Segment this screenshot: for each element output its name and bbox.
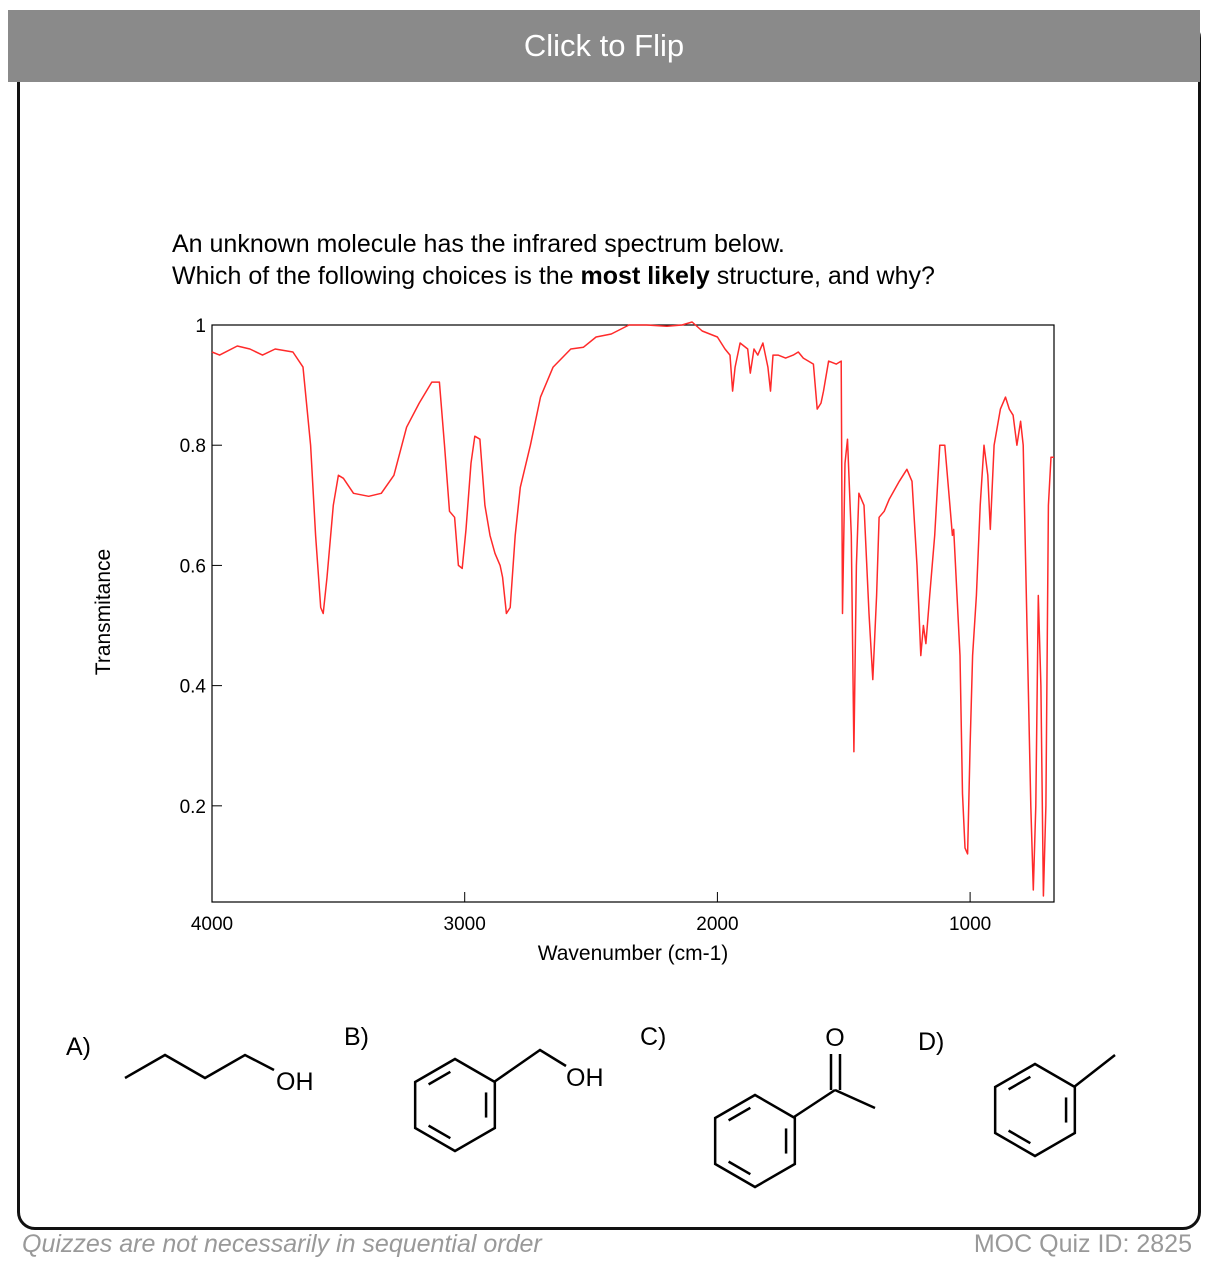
ring-double-bond bbox=[727, 1160, 751, 1176]
y-axis-label: Transmitance bbox=[92, 549, 115, 675]
x-tick-label: 2000 bbox=[696, 914, 738, 935]
ring bbox=[713, 1093, 797, 1189]
question: An unknown molecule has the infrared spe… bbox=[172, 228, 935, 292]
choice-label: A) bbox=[66, 1033, 91, 1061]
bond bbox=[493, 1048, 567, 1084]
emphasis: most likely bbox=[580, 262, 710, 290]
bond bbox=[1073, 1054, 1116, 1088]
x-axis-label: Wavenumber (cm-1) bbox=[538, 942, 729, 965]
molecule-bonds bbox=[124, 1048, 1116, 1119]
flip-button[interactable]: Click to Flip bbox=[8, 10, 1200, 82]
choice-label: D) bbox=[918, 1028, 944, 1056]
ring-double-bond bbox=[427, 1070, 451, 1086]
atom-label: O bbox=[825, 1024, 844, 1052]
chart: Wavenumber (cm-1) Transmitance A) B) C) … bbox=[66, 316, 1116, 1189]
footer-note: Quizzes are not necessarily in sequentia… bbox=[22, 1230, 542, 1258]
text: Which of the following choices is the bbox=[172, 262, 574, 290]
ring bbox=[993, 1062, 1077, 1158]
y-tick-label: 0.4 bbox=[180, 677, 207, 698]
quiz-id: MOC Quiz ID: 2825 bbox=[973, 1230, 1192, 1258]
ring bbox=[413, 1057, 497, 1153]
question-line: An unknown molecule has the infrared spe… bbox=[172, 230, 785, 258]
choice-label: C) bbox=[640, 1023, 666, 1051]
bond bbox=[793, 1088, 836, 1119]
bond bbox=[124, 1053, 275, 1080]
y-tick-label: 0.8 bbox=[180, 436, 206, 457]
text: structure, and why? bbox=[716, 262, 935, 290]
atom-label: OH bbox=[276, 1068, 314, 1096]
ring-double-bond bbox=[727, 1106, 751, 1122]
ring-double-bond bbox=[1007, 1129, 1031, 1145]
spectrum-line bbox=[211, 321, 1054, 897]
y-tick-label: 1 bbox=[195, 316, 206, 337]
y-tick-label: 0.6 bbox=[180, 556, 206, 577]
y-tick-label: 0.2 bbox=[180, 797, 206, 818]
x-tick-label: 3000 bbox=[444, 914, 486, 935]
question-line: Which of the following choices is the mo… bbox=[172, 260, 935, 292]
ring-double-bond bbox=[1007, 1075, 1031, 1091]
atom-label: OH bbox=[566, 1064, 604, 1092]
choice-label: B) bbox=[344, 1023, 369, 1051]
ring-double-bond bbox=[427, 1124, 451, 1140]
x-tick-label: 1000 bbox=[949, 914, 991, 935]
x-tick-label: 4000 bbox=[191, 914, 233, 935]
bond bbox=[834, 1088, 876, 1110]
